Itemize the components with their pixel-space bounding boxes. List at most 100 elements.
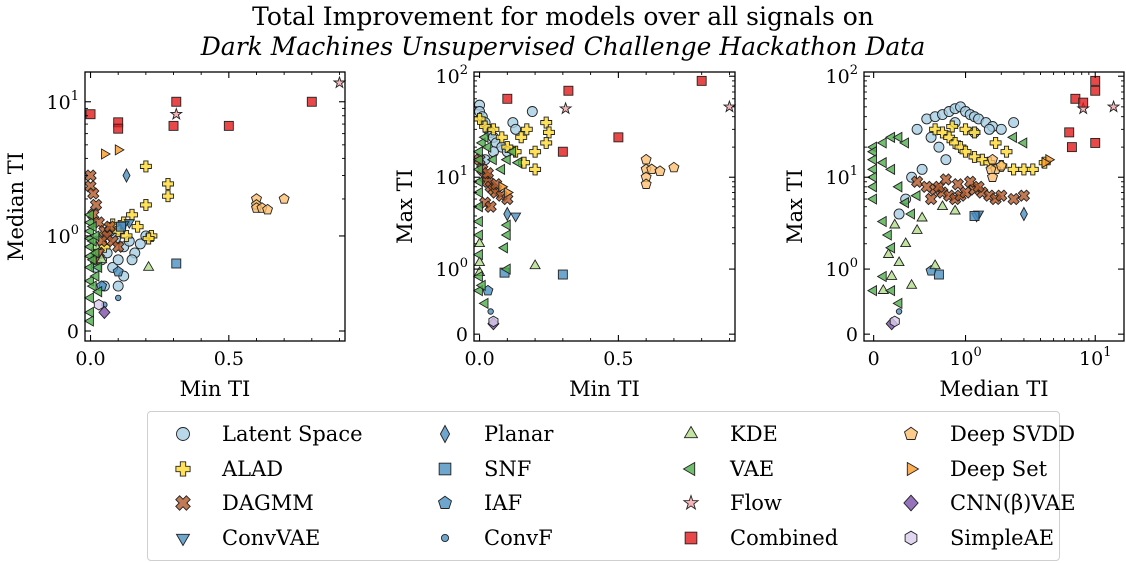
point-tri-left-vae bbox=[892, 131, 903, 144]
plus-marker-icon bbox=[175, 460, 191, 477]
point-circle-latent-space bbox=[134, 238, 146, 250]
point-pentagon-deep-svdd bbox=[986, 171, 999, 182]
legend-label: Flow bbox=[730, 491, 782, 515]
y-tick-label: 100 bbox=[436, 256, 468, 281]
point-x-dagmm bbox=[924, 192, 938, 206]
point-plus-alad bbox=[139, 160, 152, 173]
point-square-combined bbox=[696, 75, 707, 86]
point-circle-latent-space bbox=[916, 163, 928, 175]
panel-3-ticks: 0 100 101 0 100 101 102 bbox=[826, 63, 1124, 370]
point-pentagon-deep-svdd bbox=[262, 203, 274, 215]
pentagon-marker-icon bbox=[437, 495, 453, 509]
y-axis-label: Max TI bbox=[393, 169, 417, 244]
point-tri-left-vae bbox=[866, 193, 877, 205]
point-x-dagmm bbox=[1007, 192, 1020, 206]
point-circle-latent-space bbox=[983, 123, 995, 135]
point-pentagon-iaf bbox=[112, 265, 124, 277]
point-plus-alad bbox=[540, 136, 553, 149]
point-dot-convf bbox=[895, 308, 903, 315]
point-x-dagmm bbox=[995, 189, 1008, 202]
point-tri-left-vae bbox=[486, 153, 497, 166]
point-circle-latent-space bbox=[1008, 117, 1020, 129]
point-tri-left-vae bbox=[83, 241, 94, 253]
x-axis-label: Min TI bbox=[569, 377, 640, 401]
x-axis-label: Median TI bbox=[939, 377, 1048, 401]
point-tri-left-vae bbox=[89, 230, 100, 242]
point-tri-left-vae bbox=[472, 176, 483, 188]
x-tick-label: 0.0 bbox=[464, 348, 494, 370]
point-plus-alad bbox=[1000, 145, 1013, 158]
point-x-dagmm bbox=[939, 173, 953, 186]
point-x-dagmm bbox=[103, 220, 117, 233]
axes-frame bbox=[473, 71, 736, 342]
point-tri-left-vae bbox=[475, 137, 486, 149]
point-plus-alad bbox=[142, 232, 155, 245]
point-tri-up-kde bbox=[473, 237, 486, 248]
point-circle-latent-space bbox=[995, 123, 1007, 135]
panel-3-points bbox=[866, 75, 1121, 331]
point-tri-left-vae bbox=[884, 163, 896, 176]
point-plus-alad bbox=[515, 131, 528, 144]
y-tick-label: 100 bbox=[826, 256, 858, 281]
y-tick-label: 0 bbox=[456, 324, 468, 346]
point-diamond-thin-planar bbox=[1019, 206, 1028, 222]
y-tick-label: 101 bbox=[436, 164, 468, 189]
legend-label: CNN(β)VAE bbox=[950, 491, 1076, 515]
point-plus-alad bbox=[968, 150, 981, 163]
point-x-dagmm bbox=[111, 240, 125, 253]
panel-2: 0.0 0.5 0 100 101 102 Min TI Max TI bbox=[393, 63, 737, 401]
point-tri-left-vae bbox=[876, 215, 887, 228]
point-plus-alad bbox=[1017, 163, 1030, 176]
point-plus-alad bbox=[120, 229, 133, 242]
point-x-dagmm bbox=[972, 180, 985, 194]
point-plus-alad bbox=[162, 190, 174, 203]
point-dot-convf bbox=[487, 308, 494, 315]
point-plus-alad bbox=[126, 208, 138, 221]
point-tri-left-vae bbox=[876, 137, 887, 149]
x-marker-icon bbox=[175, 495, 191, 511]
legend-label: SNF bbox=[484, 456, 532, 481]
point-tri-up-kde bbox=[893, 256, 905, 267]
x-tick-label: 0.5 bbox=[603, 348, 633, 370]
y-tick-label: 102 bbox=[826, 63, 858, 88]
point-tri-right-deep-set bbox=[101, 148, 111, 160]
point-tri-left-vae bbox=[83, 315, 94, 327]
point-square-combined bbox=[557, 146, 568, 157]
point-plus-alad bbox=[529, 163, 542, 176]
point-tri-up-kde bbox=[889, 218, 901, 229]
point-tri-left-vae bbox=[89, 247, 100, 259]
point-tri-left-vae bbox=[500, 229, 511, 241]
legend-item: SimpleAE bbox=[884, 521, 1054, 555]
point-plus-alad bbox=[946, 120, 959, 133]
point-tri-left-vae bbox=[83, 261, 94, 274]
point-square-snf bbox=[557, 269, 568, 280]
point-tri-right-deep-set bbox=[503, 186, 515, 199]
point-tri-left-vae bbox=[881, 229, 892, 241]
point-tri-left-vae bbox=[472, 200, 483, 213]
point-tri-left-vae bbox=[475, 279, 486, 292]
point-square-combined bbox=[1078, 97, 1089, 108]
point-tri-left-vae bbox=[472, 153, 483, 166]
point-x-dagmm bbox=[1017, 189, 1031, 202]
legend-item: Deep SVDD bbox=[884, 417, 1075, 451]
point-tri-left-vae bbox=[511, 156, 522, 169]
panel-1-points bbox=[83, 75, 347, 327]
point-x-dagmm bbox=[910, 175, 924, 188]
point-tri-left-vae bbox=[506, 145, 517, 158]
point-tri-left-vae bbox=[83, 292, 94, 304]
x-tick-label: 0.5 bbox=[214, 348, 244, 370]
hexagon-marker-icon bbox=[904, 530, 918, 545]
point-pentagon-deep-svdd bbox=[640, 153, 652, 165]
panel-2-points bbox=[472, 75, 737, 331]
point-tri-left-vae bbox=[86, 254, 97, 266]
point-tri-left-vae bbox=[1006, 131, 1017, 144]
panel-3: 0 100 101 0 100 101 102 Median TI Max TI bbox=[783, 63, 1125, 401]
point-square-combined bbox=[85, 109, 96, 120]
point-tri-left-vae bbox=[472, 215, 483, 228]
point-square-combined bbox=[1090, 85, 1101, 96]
circle-marker-icon bbox=[176, 427, 190, 441]
legend-item: ConvF bbox=[418, 521, 553, 555]
x-tick-label: 0.0 bbox=[75, 348, 105, 370]
point-tri-left-vae bbox=[83, 306, 94, 319]
chart-title-line-2: Dark Machines Unsupervised Challenge Hac… bbox=[200, 32, 926, 61]
